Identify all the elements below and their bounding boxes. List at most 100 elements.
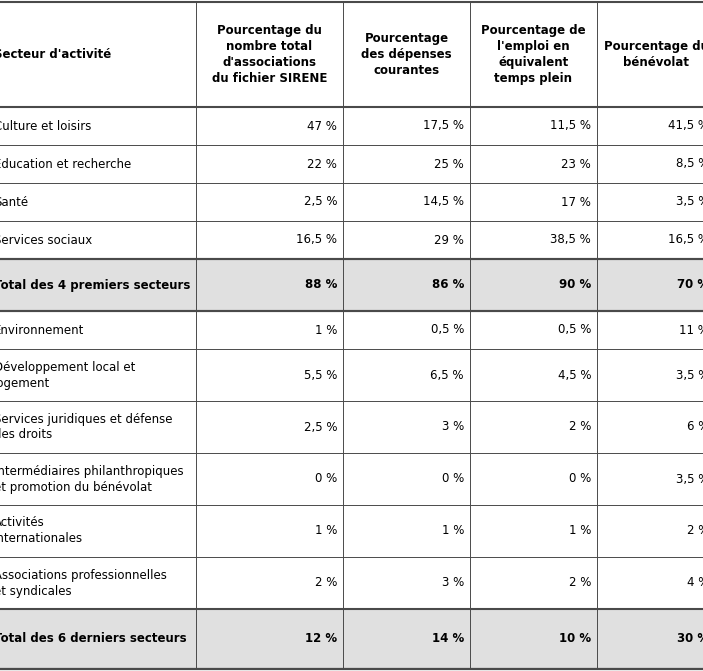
Text: 3 %: 3 % [441, 421, 464, 433]
Bar [597, 349, 703, 401]
Bar [470, 609, 597, 669]
Bar [597, 505, 703, 557]
Bar [0, 453, 196, 505]
Text: Associations professionnelles
et syndicales: Associations professionnelles et syndica… [0, 568, 167, 597]
Bar [196, 609, 343, 669]
Bar [470, 505, 597, 557]
Bar [343, 183, 470, 221]
Bar [470, 2, 597, 107]
Text: 6,5 %: 6,5 % [430, 368, 464, 382]
Text: 3,5 %: 3,5 % [676, 368, 703, 382]
Bar [470, 311, 597, 349]
Text: 0,5 %: 0,5 % [557, 323, 591, 336]
Bar [343, 609, 470, 669]
Text: Environnement: Environnement [0, 323, 84, 336]
Text: 2,5 %: 2,5 % [304, 421, 337, 433]
Text: Services sociaux: Services sociaux [0, 234, 92, 246]
Text: Développement local et
logement: Développement local et logement [0, 360, 136, 389]
Bar [470, 401, 597, 453]
Bar [0, 107, 196, 145]
Bar [196, 107, 343, 145]
Bar [597, 453, 703, 505]
Bar [196, 183, 343, 221]
Text: 4,5 %: 4,5 % [557, 368, 591, 382]
Bar [470, 107, 597, 145]
Bar [0, 401, 196, 453]
Bar [196, 2, 343, 107]
Text: Services juridiques et défense
des droits: Services juridiques et défense des droit… [0, 413, 172, 442]
Text: Secteur d'activité: Secteur d'activité [0, 48, 111, 61]
Bar [470, 453, 597, 505]
Text: 1 %: 1 % [441, 525, 464, 537]
Text: 29 %: 29 % [434, 234, 464, 246]
Bar [196, 401, 343, 453]
Bar [0, 557, 196, 609]
Text: Pourcentage
des dépenses
courantes: Pourcentage des dépenses courantes [361, 32, 452, 77]
Text: Activités
internationales: Activités internationales [0, 517, 83, 546]
Text: 3,5 %: 3,5 % [676, 195, 703, 209]
Text: 1 %: 1 % [315, 323, 337, 336]
Bar [196, 221, 343, 259]
Text: Santé: Santé [0, 195, 28, 209]
Bar [0, 221, 196, 259]
Text: 25 %: 25 % [434, 158, 464, 170]
Text: Pourcentage de
l'emploi en
équivalent
temps plein: Pourcentage de l'emploi en équivalent te… [481, 24, 586, 85]
Text: 2 %: 2 % [569, 421, 591, 433]
Bar [597, 557, 703, 609]
Text: 0 %: 0 % [441, 472, 464, 486]
Bar [597, 145, 703, 183]
Bar [470, 221, 597, 259]
Text: Pourcentage du
bénévolat: Pourcentage du bénévolat [604, 40, 703, 69]
Bar [0, 145, 196, 183]
Bar [597, 311, 703, 349]
Text: 14 %: 14 % [432, 633, 464, 646]
Text: 47 %: 47 % [307, 119, 337, 132]
Text: 86 %: 86 % [432, 278, 464, 291]
Bar [0, 183, 196, 221]
Bar [196, 453, 343, 505]
Bar [470, 183, 597, 221]
Bar [597, 183, 703, 221]
Bar [470, 557, 597, 609]
Bar [343, 401, 470, 453]
Bar [196, 259, 343, 311]
Text: 14,5 %: 14,5 % [423, 195, 464, 209]
Text: 11,5 %: 11,5 % [550, 119, 591, 132]
Bar [343, 2, 470, 107]
Text: 8,5 %: 8,5 % [676, 158, 703, 170]
Bar [343, 349, 470, 401]
Text: Éducation et recherche: Éducation et recherche [0, 158, 131, 170]
Bar [597, 2, 703, 107]
Text: 3 %: 3 % [441, 576, 464, 590]
Bar [196, 349, 343, 401]
Bar [0, 349, 196, 401]
Bar [597, 107, 703, 145]
Bar [196, 505, 343, 557]
Text: 41,5 %: 41,5 % [668, 119, 703, 132]
Text: 0,5 %: 0,5 % [431, 323, 464, 336]
Text: Total des 6 derniers secteurs: Total des 6 derniers secteurs [0, 633, 186, 646]
Bar [0, 609, 196, 669]
Bar [196, 311, 343, 349]
Bar [597, 401, 703, 453]
Text: Pourcentage du
nombre total
d'associations
du fichier SIRENE: Pourcentage du nombre total d'associatio… [212, 24, 327, 85]
Text: 22 %: 22 % [307, 158, 337, 170]
Text: 17,5 %: 17,5 % [423, 119, 464, 132]
Bar [343, 557, 470, 609]
Bar [343, 259, 470, 311]
Text: 70 %: 70 % [677, 278, 703, 291]
Text: 2 %: 2 % [687, 525, 703, 537]
Text: Culture et loisirs: Culture et loisirs [0, 119, 91, 132]
Bar [597, 259, 703, 311]
Text: 23 %: 23 % [561, 158, 591, 170]
Bar [343, 453, 470, 505]
Text: 38,5 %: 38,5 % [550, 234, 591, 246]
Bar [343, 145, 470, 183]
Text: 5,5 %: 5,5 % [304, 368, 337, 382]
Text: 16,5 %: 16,5 % [668, 234, 703, 246]
Bar [470, 349, 597, 401]
Bar [470, 145, 597, 183]
Text: Total des 4 premiers secteurs: Total des 4 premiers secteurs [0, 278, 191, 291]
Bar [343, 505, 470, 557]
Bar [0, 311, 196, 349]
